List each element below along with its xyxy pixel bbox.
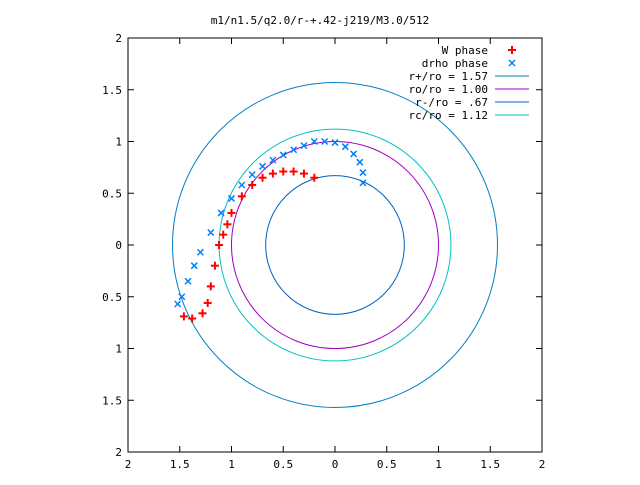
w-phase-point: [248, 180, 257, 189]
legend-marker: [508, 46, 516, 54]
w-phase-point: [268, 169, 277, 178]
drho-phase-point: [359, 179, 367, 187]
y-tick-label: 1: [115, 343, 122, 356]
drho-phase-point: [196, 248, 204, 256]
w-phase-point: [223, 220, 232, 229]
drho-phase-point: [207, 229, 215, 237]
drho-phase-point: [174, 300, 182, 308]
drho-phase-point: [331, 139, 339, 147]
drho-phase-point: [300, 142, 308, 150]
y-tick-label: 1: [115, 136, 122, 149]
legend-label: rc/ro = 1.12: [409, 109, 488, 122]
w-phase-point: [203, 298, 212, 307]
legend-marker: [508, 59, 516, 67]
circle-series-2: [265, 175, 405, 315]
drho-phase-point: [279, 151, 287, 159]
x-tick-label: 2: [125, 458, 132, 471]
drho-phase-point: [269, 156, 277, 164]
w-phase-point: [289, 167, 298, 176]
w-phase-point: [198, 309, 207, 318]
x-tick-label: 1: [228, 458, 235, 471]
drho-phase-point: [350, 150, 358, 158]
legend-label: drho phase: [422, 57, 488, 70]
w-phase-point: [206, 282, 215, 291]
legend-label: r+/ro = 1.57: [409, 70, 488, 83]
points: [174, 46, 516, 323]
circle-series-1: [231, 141, 439, 349]
legend-label: W phase: [442, 44, 488, 57]
drho-phase-point: [321, 137, 329, 146]
drho-phase-point: [290, 146, 298, 154]
circle-series-3: [218, 128, 452, 362]
drho-phase-point: [259, 162, 267, 170]
x-tick-label: 0.5: [377, 458, 397, 471]
w-phase-point: [310, 173, 319, 182]
w-phase-point: [219, 230, 228, 239]
ticks: 2 1.5 1 0.5 0 0.5 1 1.5 221.510.500.511.52: [102, 32, 545, 471]
x-tick-label: 0: [332, 458, 339, 471]
w-phase-point: [210, 261, 219, 270]
y-tick-label: 2: [115, 446, 122, 459]
x-tick-label: 1: [435, 458, 442, 471]
drho-phase-point: [356, 158, 364, 166]
drho-phase-point: [341, 143, 349, 151]
drho-phase-point: [190, 262, 198, 270]
x-tick-label: 0.5: [273, 458, 293, 471]
drho-phase-point: [227, 194, 236, 202]
chart-title: m1/n1.5/q2.0/r-+.42-j219/M3.0/512: [211, 14, 430, 27]
circle-series-0: [172, 82, 498, 408]
y-tick-label: 1.5: [102, 394, 122, 407]
y-tick-label: 2: [115, 32, 122, 45]
w-phase-point: [299, 169, 308, 178]
x-tick-label: 2: [539, 458, 546, 471]
legend-label: r-/ro = .67: [415, 96, 488, 109]
drho-phase-point: [310, 137, 318, 146]
y-tick-label: 0.5: [102, 291, 122, 304]
legend-label: ro/ro = 1.00: [409, 83, 488, 96]
x-tick-label: 1.5: [480, 458, 500, 471]
y-tick-label: 1.5: [102, 84, 122, 97]
y-tick-label: 0.5: [102, 187, 122, 200]
w-phase-point: [237, 192, 246, 201]
w-phase-point: [215, 241, 224, 249]
y-tick-label: 0: [115, 239, 122, 252]
w-phase-point: [188, 314, 197, 323]
w-phase-point: [227, 208, 236, 217]
drho-phase-point: [248, 171, 256, 179]
drho-phase-point: [184, 277, 192, 285]
x-tick-label: 1.5: [170, 458, 190, 471]
drho-phase-point: [217, 209, 225, 217]
drho-phase-point: [178, 293, 186, 301]
w-phase-point: [279, 167, 288, 176]
w-phase-point: [258, 173, 267, 182]
drho-phase-point: [359, 169, 367, 177]
drho-phase-point: [238, 181, 246, 189]
w-phase-point: [179, 312, 188, 321]
